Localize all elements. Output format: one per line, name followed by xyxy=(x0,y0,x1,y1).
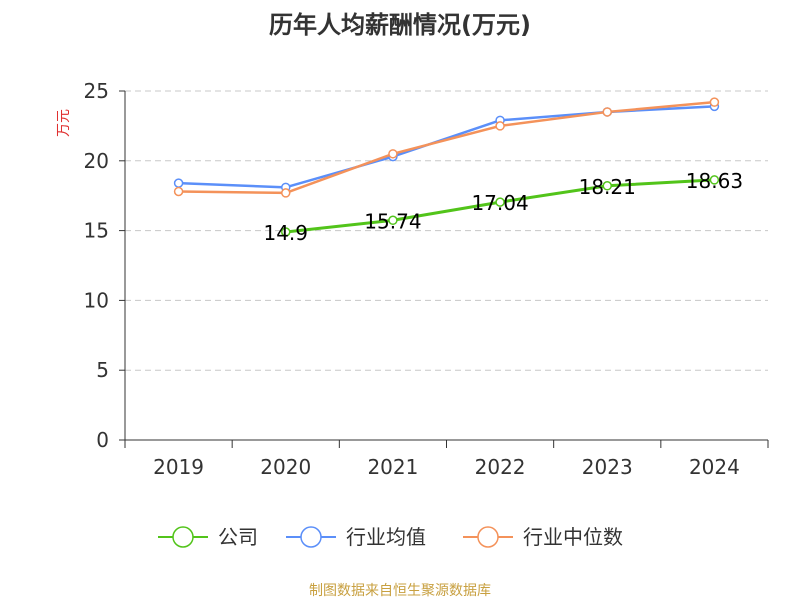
x-tick-label: 2023 xyxy=(582,455,633,479)
data-label: 15.74 xyxy=(364,209,421,233)
axes: 0 5 10 15 20 25 2019 2020 2021 2022 2023 2024 xyxy=(84,79,769,479)
data-point xyxy=(388,215,398,226)
legend-marker xyxy=(172,526,194,548)
grid-lines xyxy=(125,90,768,371)
data-label: 18.63 xyxy=(686,169,743,193)
legend-label: 行业均值 xyxy=(346,525,426,549)
y-tick-label: 10 xyxy=(84,288,109,312)
data-point xyxy=(495,121,505,131)
legend-marker xyxy=(477,526,499,548)
legend-label: 公司 xyxy=(218,525,258,549)
y-tick-label: 15 xyxy=(84,219,109,243)
x-tick-label: 2020 xyxy=(260,455,311,479)
series-line-2 xyxy=(177,100,716,195)
data-point xyxy=(388,149,398,159)
data-labels: 14.9 15.74 17.04 18.21 18.63 xyxy=(263,169,743,245)
data-point xyxy=(602,181,612,191)
y-tick-label: 25 xyxy=(84,79,109,103)
y-tick-label: 5 xyxy=(96,358,109,382)
data-point xyxy=(173,186,184,197)
x-tick-label: 2019 xyxy=(153,455,204,479)
data-point xyxy=(173,178,184,188)
y-axis-label: 万元 xyxy=(56,109,72,137)
data-point xyxy=(709,175,720,185)
legend: 公司 行业均值 行业中位数 xyxy=(158,525,623,549)
x-tick-label: 2024 xyxy=(689,455,740,479)
y-tick-label: 20 xyxy=(84,149,109,173)
chart-title: 历年人均薪酬情况(万元) xyxy=(269,11,531,39)
data-point xyxy=(495,197,505,207)
legend-marker xyxy=(300,526,322,548)
data-point xyxy=(602,107,612,117)
x-tick-label: 2021 xyxy=(367,455,418,479)
data-label: 17.04 xyxy=(471,191,528,215)
x-tick-label: 2022 xyxy=(475,455,526,479)
data-label: 18.21 xyxy=(579,175,636,199)
y-tick-label: 0 xyxy=(96,428,109,452)
source-note: 制图数据来自恒生聚源数据库 xyxy=(309,583,491,599)
data-label: 14.9 xyxy=(263,221,308,245)
series-group xyxy=(173,97,720,237)
data-point xyxy=(709,97,720,107)
legend-label: 行业中位数 xyxy=(523,525,623,549)
data-point xyxy=(281,188,291,198)
data-point xyxy=(281,227,291,237)
